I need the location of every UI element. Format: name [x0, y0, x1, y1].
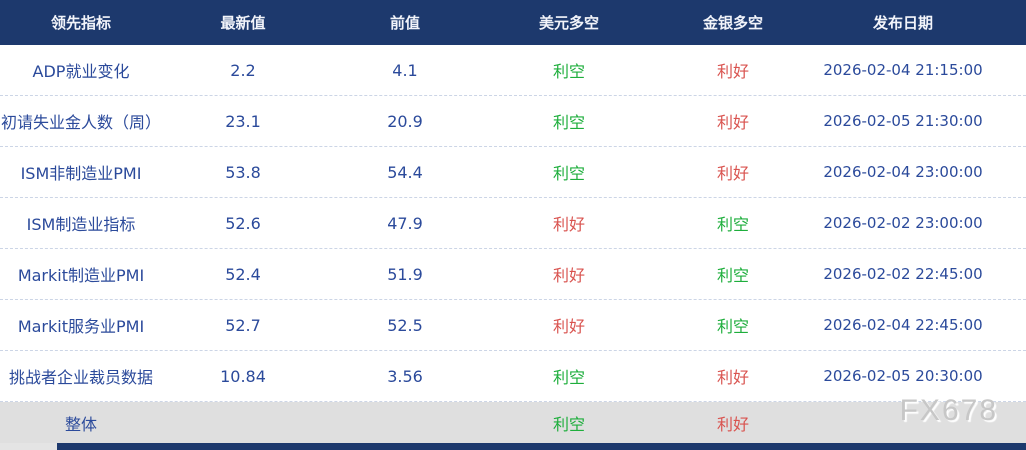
usd-sentiment-cell: 利好 [552, 215, 585, 234]
usd-sentiment-cell: 利空 [552, 368, 585, 387]
fx678-watermark: FX678 [899, 394, 998, 427]
table-row: ADP就业变化 2.2 4.1 利空 利好 2026-02-04 21:15:00 [0, 45, 1026, 96]
overall-label: 整体 [64, 414, 97, 434]
table-row: Markit制造业PMI 52.4 51.9 利好 利空 2026-02-02 22:45… [0, 249, 1026, 300]
indicator-cell: 挑战者企业裁员数据 [8, 368, 153, 387]
gold-sentiment-cell: 利空 [716, 266, 749, 285]
scrollbar-corner [0, 443, 57, 450]
latest-value-cell: 23.1 [225, 111, 261, 131]
usd-sentiment-cell: 利空 [552, 113, 585, 132]
gold-sentiment-cell: 利好 [716, 113, 749, 132]
column-header: 发布日期 [872, 14, 933, 32]
column-header: 领先指标 [50, 14, 111, 32]
indicator-cell: ISM制造业指标 [26, 215, 136, 234]
indicator-cell: Markit服务业PMI [17, 317, 145, 336]
table-body: ADP就业变化 2.2 4.1 利空 利好 2026-02-04 21:15:00 初请失业… [0, 45, 1026, 402]
table-row: ISM非制造业PMI 53.8 54.4 利空 利好 2026-02-04 23:00:0… [0, 147, 1026, 198]
latest-value-cell: 52.6 [225, 213, 261, 233]
indicator-cell: ADP就业变化 [32, 62, 130, 81]
usd-sentiment-cell: 利空 [552, 164, 585, 183]
overall-previous-cell [324, 402, 486, 443]
release-date-cell: 2026-02-05 20:30:00 [823, 367, 983, 385]
column-header: 前值 [389, 14, 420, 32]
latest-value-cell: 2.2 [230, 60, 256, 80]
table-row: ISM制造业指标 52.6 47.9 利好 利空 2026-02-02 23:00:00 [0, 198, 1026, 249]
release-date-cell: 2026-02-05 21:30:00 [823, 112, 983, 130]
previous-value-cell: 52.5 [387, 315, 423, 335]
previous-value-cell: 51.9 [387, 264, 423, 284]
latest-value-cell: 53.8 [225, 162, 261, 182]
overall-latest-cell [162, 402, 324, 443]
latest-value-cell: 10.84 [220, 366, 266, 386]
table-row: Markit服务业PMI 52.7 52.5 利好 利空 2026-02-04 22:45… [0, 300, 1026, 351]
indicator-cell: Markit制造业PMI [17, 266, 145, 285]
usd-sentiment-cell: 利空 [552, 62, 585, 81]
gold-sentiment-cell: 利空 [716, 317, 749, 336]
usd-sentiment-cell: 利好 [552, 317, 585, 336]
column-header: 最新值 [220, 14, 266, 32]
indicator-cell: ISM非制造业PMI [20, 164, 142, 183]
overall-gold-sentiment-cell: 利好 [716, 414, 749, 434]
bottom-scrollbar-bar[interactable] [57, 443, 1026, 450]
indicator-cell: 初请失业金人数（周） [0, 113, 161, 132]
column-header: 金银多空 [702, 14, 763, 32]
overall-row: 整体 利空 利好 [0, 402, 1026, 443]
previous-value-cell: 20.9 [387, 111, 423, 131]
overall-usd-sentiment-cell: 利空 [552, 414, 585, 434]
release-date-cell: 2026-02-02 23:00:00 [823, 214, 983, 232]
gold-sentiment-cell: 利好 [716, 62, 749, 81]
gold-sentiment-cell: 利好 [716, 368, 749, 387]
gold-sentiment-cell: 利好 [716, 164, 749, 183]
previous-value-cell: 3.56 [387, 366, 423, 386]
previous-value-cell: 4.1 [392, 60, 418, 80]
gold-sentiment-cell: 利空 [716, 215, 749, 234]
previous-value-cell: 47.9 [387, 213, 423, 233]
latest-value-cell: 52.7 [225, 315, 261, 335]
release-date-cell: 2026-02-02 22:45:00 [823, 265, 983, 283]
previous-value-cell: 54.4 [387, 162, 423, 182]
latest-value-cell: 52.4 [225, 264, 261, 284]
release-date-cell: 2026-02-04 23:00:00 [823, 163, 983, 181]
column-header: 美元多空 [538, 14, 599, 32]
usd-sentiment-cell: 利好 [552, 266, 585, 285]
table-row: 初请失业金人数（周） 23.1 20.9 利空 利好 2026-02-05 21:30:0… [0, 96, 1026, 147]
table-row: 挑战者企业裁员数据 10.84 3.56 利空 利好 2026-02-05 20:30:0… [0, 351, 1026, 402]
release-date-cell: 2026-02-04 22:45:00 [823, 316, 983, 334]
table-header-row: 领先指标 最新值 前值 美元多空 金银多空 发布日期 [0, 0, 1026, 45]
release-date-cell: 2026-02-04 21:15:00 [823, 61, 983, 79]
